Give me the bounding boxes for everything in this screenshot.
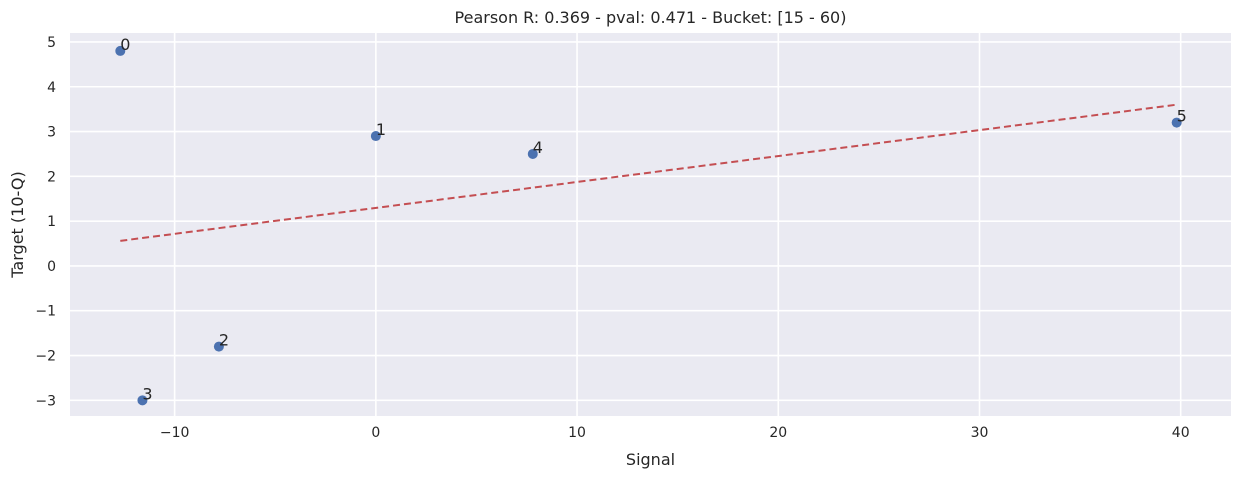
y-tick-label: 5 [47, 35, 56, 51]
grid-lines [70, 33, 1231, 416]
data-points: 0 1 2 3 4 5 [115, 35, 1187, 406]
data-point-label: 5 [1177, 107, 1187, 126]
data-point [370, 131, 381, 142]
x-tick-label: 10 [568, 425, 586, 441]
x-tick-label: 30 [971, 425, 989, 441]
plot-area [70, 33, 1231, 416]
data-point [1171, 117, 1182, 128]
y-tick-label: 0 [47, 259, 56, 275]
y-tick-label: 3 [47, 125, 56, 141]
y-tick-label: −1 [35, 304, 56, 320]
y-tick-label: 1 [47, 214, 56, 230]
chart-title: Pearson R: 0.369 - pval: 0.471 - Bucket:… [455, 8, 847, 27]
regression-line [120, 103, 1177, 242]
x-tick-label: −10 [160, 425, 190, 441]
data-point [213, 341, 224, 352]
x-tick-label: 0 [371, 425, 380, 441]
data-point [115, 45, 126, 56]
y-tick-label: 4 [47, 80, 56, 96]
data-point [527, 148, 538, 159]
x-tick-label: 20 [769, 425, 787, 441]
fit-line-group [120, 103, 1177, 242]
data-point [137, 395, 148, 406]
data-point-label: 0 [120, 35, 130, 54]
x-axis-label: Signal [626, 450, 675, 469]
data-point-label: 1 [376, 120, 386, 139]
data-point-label: 4 [533, 138, 543, 157]
y-axis-label: Target (10-Q) [8, 171, 27, 278]
data-point-label: 2 [219, 331, 229, 350]
x-tick-label: 40 [1172, 425, 1190, 441]
y-tick-label: 2 [47, 169, 56, 185]
y-tick-label: −3 [35, 393, 56, 409]
y-tick-label: −2 [35, 349, 56, 365]
data-point-label: 3 [142, 384, 152, 403]
